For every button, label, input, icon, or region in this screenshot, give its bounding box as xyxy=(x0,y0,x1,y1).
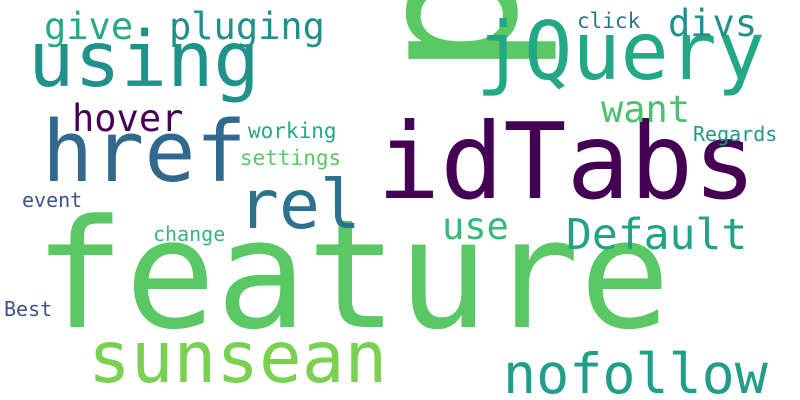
word-working: working xyxy=(248,119,337,143)
word-give: give xyxy=(44,5,134,48)
word-divs: divs xyxy=(668,2,758,45)
word-click: click xyxy=(577,9,641,33)
word-use: use xyxy=(442,205,509,248)
word-hover: hover xyxy=(72,97,184,140)
word-best: Best xyxy=(4,297,53,321)
word-sunsean: sunsean xyxy=(88,316,388,399)
word-pluging: pluging xyxy=(169,5,325,48)
word-jquery: jQuery xyxy=(476,5,765,98)
word-event: event xyxy=(22,188,83,212)
word-regards: Regards xyxy=(693,122,778,146)
word-change: change xyxy=(153,222,226,246)
word-nofollow: nofollow xyxy=(503,342,768,400)
word-idtabs: idTabs xyxy=(377,101,757,223)
word-want: want xyxy=(601,88,691,131)
word-settings: settings xyxy=(240,146,342,170)
word-rel: rel xyxy=(238,166,361,245)
word-using: using xyxy=(28,16,260,105)
word-href: href xyxy=(42,103,247,202)
word-default: Default xyxy=(566,210,748,260)
word-feature: feature xyxy=(34,187,671,363)
